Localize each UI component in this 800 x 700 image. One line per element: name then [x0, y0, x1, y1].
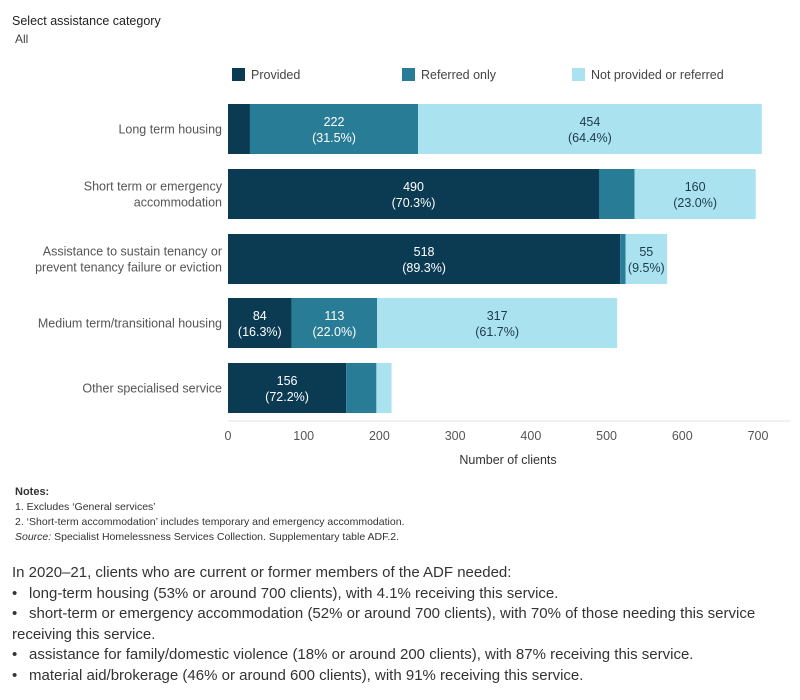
bar-segment — [291, 298, 378, 348]
data-label: (9.5%) — [628, 261, 665, 275]
summary-item: • short-term or emergency accommodation (… — [12, 604, 787, 645]
x-tick-label: 200 — [369, 429, 390, 443]
data-label: 55 — [639, 245, 653, 259]
category-label: accommodation — [134, 196, 222, 210]
category-label: Long term housing — [118, 123, 222, 137]
bar-segment — [249, 104, 419, 154]
x-tick-label: 0 — [225, 429, 232, 443]
data-label: (72.2%) — [265, 390, 309, 404]
summary-item-text: material aid/brokerage (46% or around 60… — [29, 666, 584, 684]
x-tick-label: 700 — [748, 429, 769, 443]
bullet-icon: • — [12, 646, 18, 663]
x-tick-label: 100 — [293, 429, 314, 443]
notes-section: Notes: 1. Excludes ‘General services’ 2.… — [15, 485, 404, 545]
summary-item: • material aid/brokerage (46% or around 6… — [12, 666, 787, 687]
filter-label: Select assistance category — [12, 14, 161, 28]
bar-segment — [625, 234, 668, 284]
x-tick-label: 300 — [445, 429, 466, 443]
category-label: Other specialised service — [82, 382, 222, 396]
summary-list: • long-term housing (53% or around 700 cl… — [12, 584, 787, 687]
note-item: 1. Excludes ‘General services’ — [15, 501, 156, 513]
summary-item-text: short-term or emergency accommodation (5… — [12, 605, 756, 643]
source-note: Source: Specialist Homelessness Services… — [15, 530, 404, 545]
bar-segment — [228, 104, 250, 154]
data-label: (31.5%) — [312, 131, 356, 145]
legend-label: Provided — [251, 68, 300, 82]
legend-swatch — [232, 68, 245, 81]
data-label: 317 — [487, 309, 508, 323]
data-label: (22.0%) — [312, 325, 356, 339]
x-tick-label: 400 — [520, 429, 541, 443]
bar-segment — [346, 363, 377, 413]
x-tick-label: 500 — [596, 429, 617, 443]
data-label: 490 — [403, 180, 424, 194]
data-label: (23.0%) — [673, 196, 717, 210]
source-label: Source: — [15, 531, 52, 543]
bar-segment — [634, 169, 756, 219]
bar-segment — [418, 104, 762, 154]
data-label: (61.7%) — [475, 325, 519, 339]
bar-segment — [228, 363, 347, 413]
bar-segment — [228, 298, 292, 348]
summary-item-text: long-term housing (53% or around 700 cli… — [29, 584, 559, 602]
bar-segment — [228, 234, 621, 284]
data-label: (89.3%) — [402, 261, 446, 275]
bar-segment — [599, 169, 635, 219]
legend-swatch — [572, 68, 585, 81]
bar-segment — [620, 234, 626, 284]
stacked-bar-chart: Provided Referred only Not provided or ref… — [35, 68, 790, 467]
bar-segment — [228, 169, 599, 219]
x-tick-label: 600 — [672, 429, 693, 443]
notes-title: Notes: — [15, 486, 50, 498]
data-label: 222 — [324, 115, 345, 129]
legend-label: Not provided or referred — [591, 68, 724, 82]
bullet-icon: • — [12, 584, 18, 602]
legend-label: Referred only — [421, 68, 497, 82]
category-label: Short term or emergency — [84, 180, 223, 194]
source-text: Specialist Homelessness Services Collect… — [51, 531, 400, 543]
summary-section: In 2020–21, clients who are current or f… — [12, 563, 787, 686]
bar-segment — [376, 363, 392, 413]
data-label: 454 — [579, 115, 600, 129]
note-item: 2. ‘Short-term accommodation’ includes t… — [15, 516, 405, 528]
bar-segment — [377, 298, 618, 348]
category-label: prevent tenancy failure or eviction — [35, 261, 222, 275]
data-label: 113 — [324, 309, 344, 323]
summary-item: • long-term housing (53% or around 700 cl… — [12, 584, 787, 605]
data-label: 84 — [253, 309, 267, 323]
bullet-icon: • — [12, 605, 18, 622]
summary-intro: In 2020–21, clients who are current or f… — [12, 564, 512, 581]
legend-swatch — [402, 68, 415, 81]
summary-item: • assistance for family/domestic violence… — [12, 645, 787, 666]
data-label: 156 — [277, 374, 298, 388]
data-label: (16.3%) — [238, 325, 282, 339]
category-label: Medium term/transitional housing — [38, 317, 222, 331]
bullet-icon: • — [12, 666, 18, 684]
data-label: 518 — [414, 245, 435, 259]
category-filter-dropdown[interactable]: All — [15, 32, 29, 46]
category-label: Assistance to sustain tenancy or — [43, 245, 222, 259]
data-label: (64.4%) — [568, 131, 612, 145]
x-axis-title: Number of clients — [459, 453, 556, 467]
data-label: 160 — [685, 180, 706, 194]
data-label: (70.3%) — [392, 196, 436, 210]
summary-item-text: assistance for family/domestic violence … — [29, 646, 694, 663]
